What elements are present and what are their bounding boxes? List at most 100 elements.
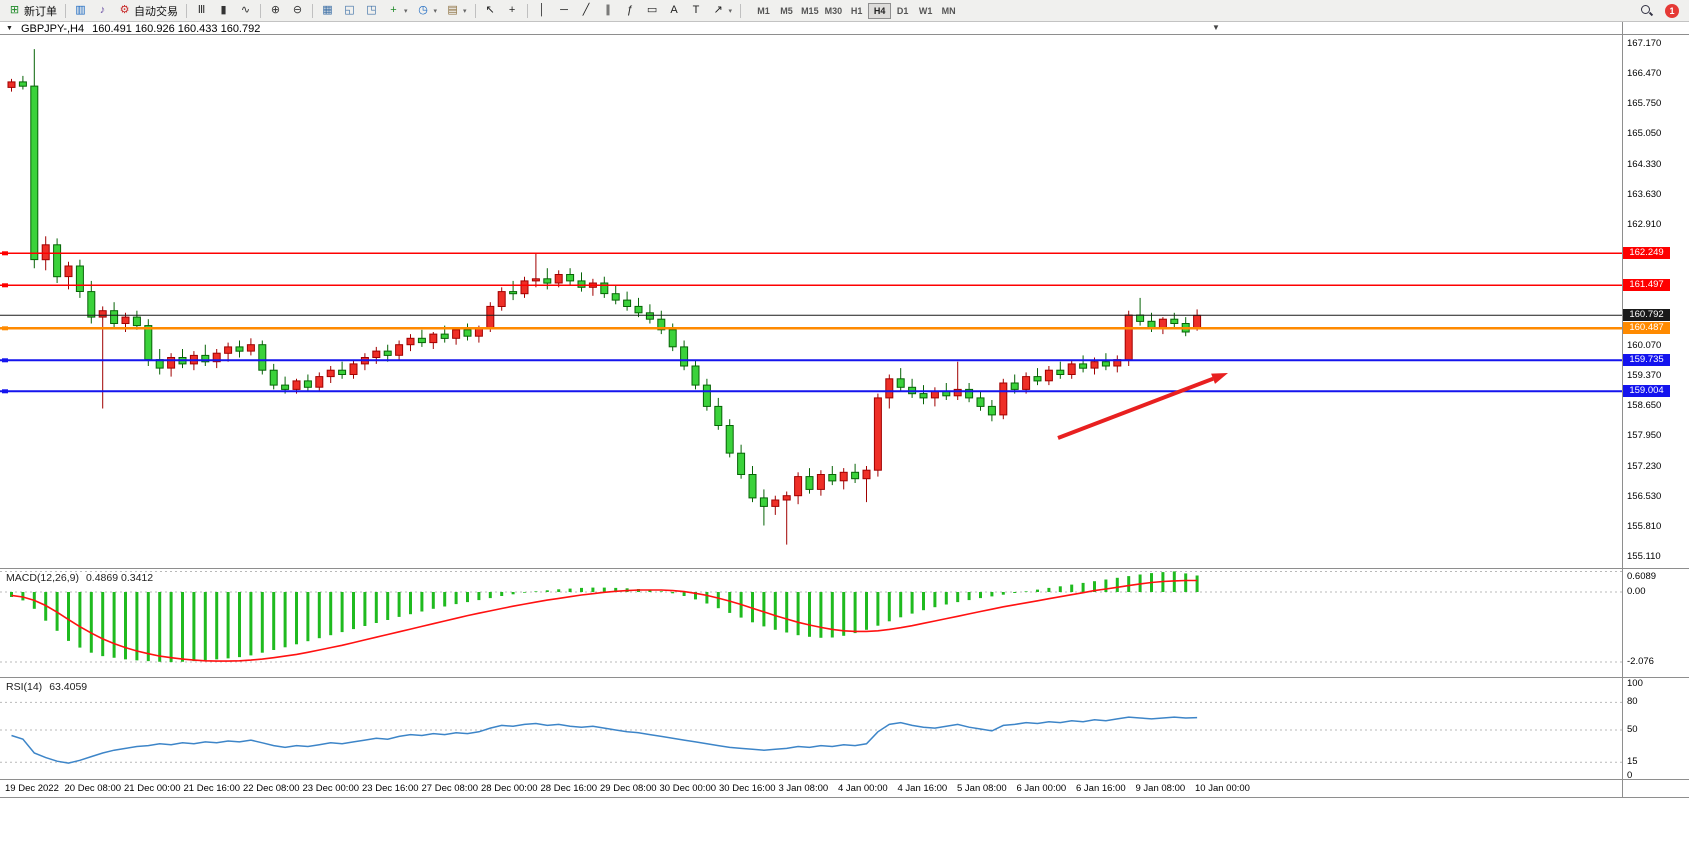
- cascade-windows-button[interactable]: ◱: [339, 2, 360, 20]
- notification-badge[interactable]: 1: [1665, 3, 1679, 18]
- time-axis[interactable]: 19 Dec 2022 20 Dec 08:00 21 Dec 00:00 21 De…: [0, 781, 1622, 797]
- timeframe-group: M1 M5 M15 M30 H1 H4 D1 W1 MN: [752, 2, 960, 19]
- time-axis-label: 6 Jan 00:00: [1016, 783, 1067, 794]
- chart-shift-marker-icon: ▼: [1212, 23, 1220, 32]
- shapes-icon: ▭: [646, 4, 658, 16]
- trendline-icon: ╱: [582, 4, 590, 16]
- timeframe-m5-button[interactable]: M5: [780, 5, 793, 16]
- macd-axis-label: -2.076: [1627, 655, 1654, 667]
- arrows-icon: ↗: [713, 4, 723, 16]
- horizontal-line-160.487[interactable]: [0, 326, 1622, 331]
- rsi-pane[interactable]: RSI(14) 63.4059: [0, 679, 1622, 779]
- timeframe-m15-button[interactable]: M15: [801, 5, 819, 16]
- arrange-windows-button[interactable]: ◳: [361, 2, 382, 20]
- time-axis-label: 21 Dec 00:00: [124, 783, 181, 794]
- sounds-icon: ♪: [99, 4, 106, 16]
- periods-button[interactable]: ◷ ▾: [413, 2, 442, 20]
- indicators-icon: +: [390, 4, 397, 16]
- time-axis-label: 19 Dec 2022: [5, 783, 59, 794]
- charts-button[interactable]: ▥: [70, 2, 91, 20]
- price-axis[interactable]: 167.170 166.470 165.750 165.050 164.330 163.6…: [1623, 0, 1689, 861]
- templates-icon: ▤: [447, 4, 458, 16]
- hline-price-badge: 162.249: [1623, 247, 1670, 260]
- zoom-in-button[interactable]: ⊕: [265, 2, 286, 20]
- search-button[interactable]: [1636, 2, 1657, 20]
- text-button[interactable]: A: [664, 2, 685, 20]
- pane-separator[interactable]: [0, 568, 1689, 569]
- price-axis-label: 160.070: [1627, 340, 1662, 351]
- fibonacci-button[interactable]: ƒ: [620, 2, 641, 20]
- horizontal-line-162.249[interactable]: [0, 251, 1622, 256]
- rsi-value: 63.4059: [49, 681, 88, 693]
- line-chart-button[interactable]: ∿: [235, 2, 256, 20]
- autotrading-button[interactable]: ⚙ 自动交易: [114, 2, 182, 20]
- time-axis-label: 28 Dec 16:00: [540, 783, 598, 794]
- time-axis-label: 22 Dec 08:00: [243, 783, 300, 794]
- rsi-axis-label: 0: [1627, 769, 1633, 781]
- hline-price-badge: 159.735: [1623, 354, 1670, 367]
- vertical-line-icon: │: [538, 4, 546, 16]
- horizontal-line-159.004[interactable]: [0, 389, 1622, 394]
- price-axis-label: 162.910: [1627, 219, 1662, 231]
- pane-separator: [0, 34, 1689, 35]
- timeframe-d1-button[interactable]: D1: [896, 5, 909, 16]
- macd-header: MACD(12,26,9) 0.4869 0.3412: [6, 572, 153, 584]
- main-chart-canvas[interactable]: [0, 34, 1622, 568]
- time-axis-label: 10 Jan 00:00: [1195, 783, 1250, 794]
- dropdown-arrow-icon: ▾: [728, 7, 733, 15]
- horizontal-line-159.735[interactable]: [0, 358, 1622, 363]
- pane-separator: [0, 797, 1689, 798]
- crosshair-button[interactable]: +: [502, 2, 523, 20]
- text-label-icon: T: [692, 4, 700, 16]
- tile-windows-button[interactable]: ▦: [317, 2, 338, 20]
- timeframe-h4-button[interactable]: H4: [868, 2, 892, 19]
- timeframe-m30-button[interactable]: M30: [824, 5, 843, 16]
- equidistant-channel-button[interactable]: ∥: [598, 2, 619, 20]
- new-order-button[interactable]: ⊞ 新订单: [4, 2, 61, 20]
- macd-pane[interactable]: MACD(12,26,9) 0.4869 0.3412: [0, 570, 1622, 677]
- pane-separator[interactable]: [0, 677, 1689, 678]
- zoom-out-icon: ⊖: [292, 4, 303, 16]
- zoom-out-button[interactable]: ⊖: [287, 2, 308, 20]
- text-label-button[interactable]: T: [686, 2, 707, 20]
- horizontal-line-button[interactable]: ─: [554, 2, 575, 20]
- timeframe-mn-button[interactable]: MN: [941, 5, 956, 16]
- macd-axis-label: 0.6089: [1627, 571, 1657, 582]
- hline-price-badge: 159.004: [1623, 385, 1670, 398]
- horizontal-line-icon: ─: [560, 4, 568, 16]
- rsi-axis-label: 15: [1627, 756, 1638, 768]
- new-order-icon: ⊞: [9, 4, 20, 16]
- price-axis-label: 166.470: [1627, 67, 1662, 79]
- price-axis-label: 157.230: [1627, 460, 1662, 472]
- cursor-button[interactable]: ↖: [480, 2, 501, 20]
- equidistant-channel-icon: ∥: [605, 4, 611, 16]
- price-axis-label: 164.330: [1627, 158, 1662, 170]
- trendline-button[interactable]: ╱: [576, 2, 597, 20]
- bar-chart-button[interactable]: Ⅲ: [191, 2, 212, 20]
- toolbar-separator: [186, 3, 187, 18]
- shapes-button[interactable]: ▭: [642, 2, 663, 20]
- macd-axis-label: 0.00: [1627, 585, 1646, 597]
- time-axis-label: 30 Dec 16:00: [719, 783, 776, 794]
- sounds-button[interactable]: ♪: [92, 2, 113, 20]
- toolbar-right: 1: [1636, 2, 1685, 20]
- arrows-button[interactable]: ↗ ▾: [708, 2, 737, 20]
- price-axis-label: 165.750: [1627, 98, 1662, 110]
- vertical-line-button[interactable]: │: [532, 2, 553, 20]
- candlestick-chart-button[interactable]: ▮: [213, 2, 234, 20]
- horizontal-line-161.497[interactable]: [0, 283, 1622, 288]
- chart-ohlc-values: 160.491 160.926 160.433 160.792: [92, 22, 261, 35]
- zoom-in-icon: ⊕: [270, 4, 281, 16]
- chart-caret-icon[interactable]: ▼: [6, 25, 13, 32]
- templates-button[interactable]: ▤ ▾: [442, 2, 471, 20]
- price-axis-label: 156.530: [1627, 490, 1662, 502]
- bar-chart-icon: Ⅲ: [197, 4, 206, 16]
- timeframe-h1-button[interactable]: H1: [850, 5, 863, 16]
- indicators-button[interactable]: + ▾: [383, 2, 412, 20]
- price-axis-label: 165.050: [1627, 128, 1662, 140]
- pane-separator[interactable]: [0, 779, 1689, 780]
- timeframe-m1-button[interactable]: M1: [757, 5, 770, 16]
- toolbar-buttons: ⊞ 新订单 ▥ ♪ ⚙ 自动交易 Ⅲ ▮ ∿ ⊕ ⊖ ▦ ◱ ◳ + ▾ ◷ ▾ ▤ ▾ ↖ + │ ─ ╱ ∥ ƒ ▭ A T ↗ ▾: [4, 2, 744, 20]
- timeframe-w1-button[interactable]: W1: [918, 5, 933, 16]
- trend-arrow-annotation[interactable]: [1057, 373, 1228, 440]
